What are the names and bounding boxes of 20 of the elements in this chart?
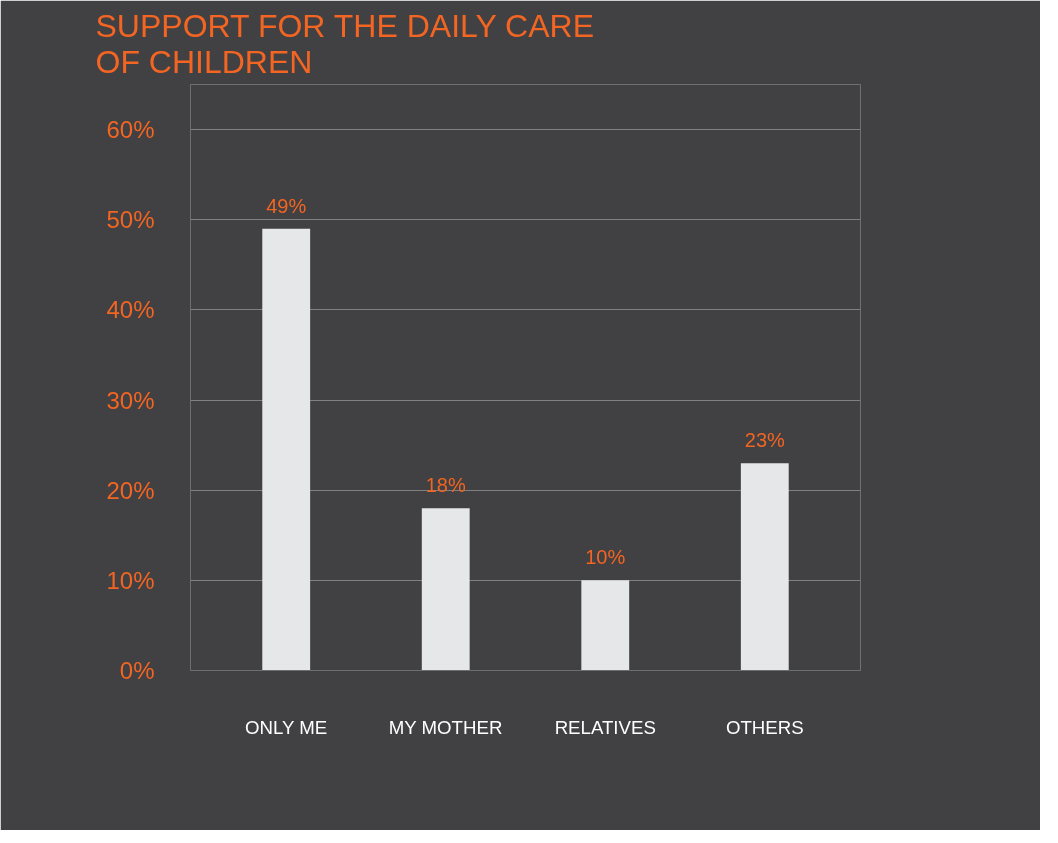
chart-title: SUPPORT FOR THE DAILY CARE OF CHILDREN — [95, 7, 594, 80]
bar — [740, 463, 789, 671]
bar — [262, 228, 311, 671]
data-label: 10% — [585, 546, 626, 569]
x-tick-label: OTHERS — [725, 716, 804, 738]
data-label: 49% — [266, 194, 307, 217]
y-tick-label: 20% — [106, 476, 155, 504]
data-label: 18% — [425, 474, 466, 497]
x-tick-label: RELATIVES — [554, 716, 656, 738]
y-tick-label: 30% — [106, 386, 155, 414]
y-tick-label: 50% — [106, 206, 155, 234]
data-label: 23% — [744, 429, 786, 452]
x-tick-label: MY MOTHER — [388, 716, 503, 738]
y-tick-label: 40% — [106, 296, 155, 324]
bar — [581, 580, 630, 671]
bar — [421, 508, 470, 671]
x-tick-label: ONLY ME — [244, 716, 328, 738]
y-tick-label: 60% — [106, 116, 155, 144]
y-tick-label: 0% — [119, 657, 155, 684]
y-tick-label: 10% — [106, 566, 155, 594]
